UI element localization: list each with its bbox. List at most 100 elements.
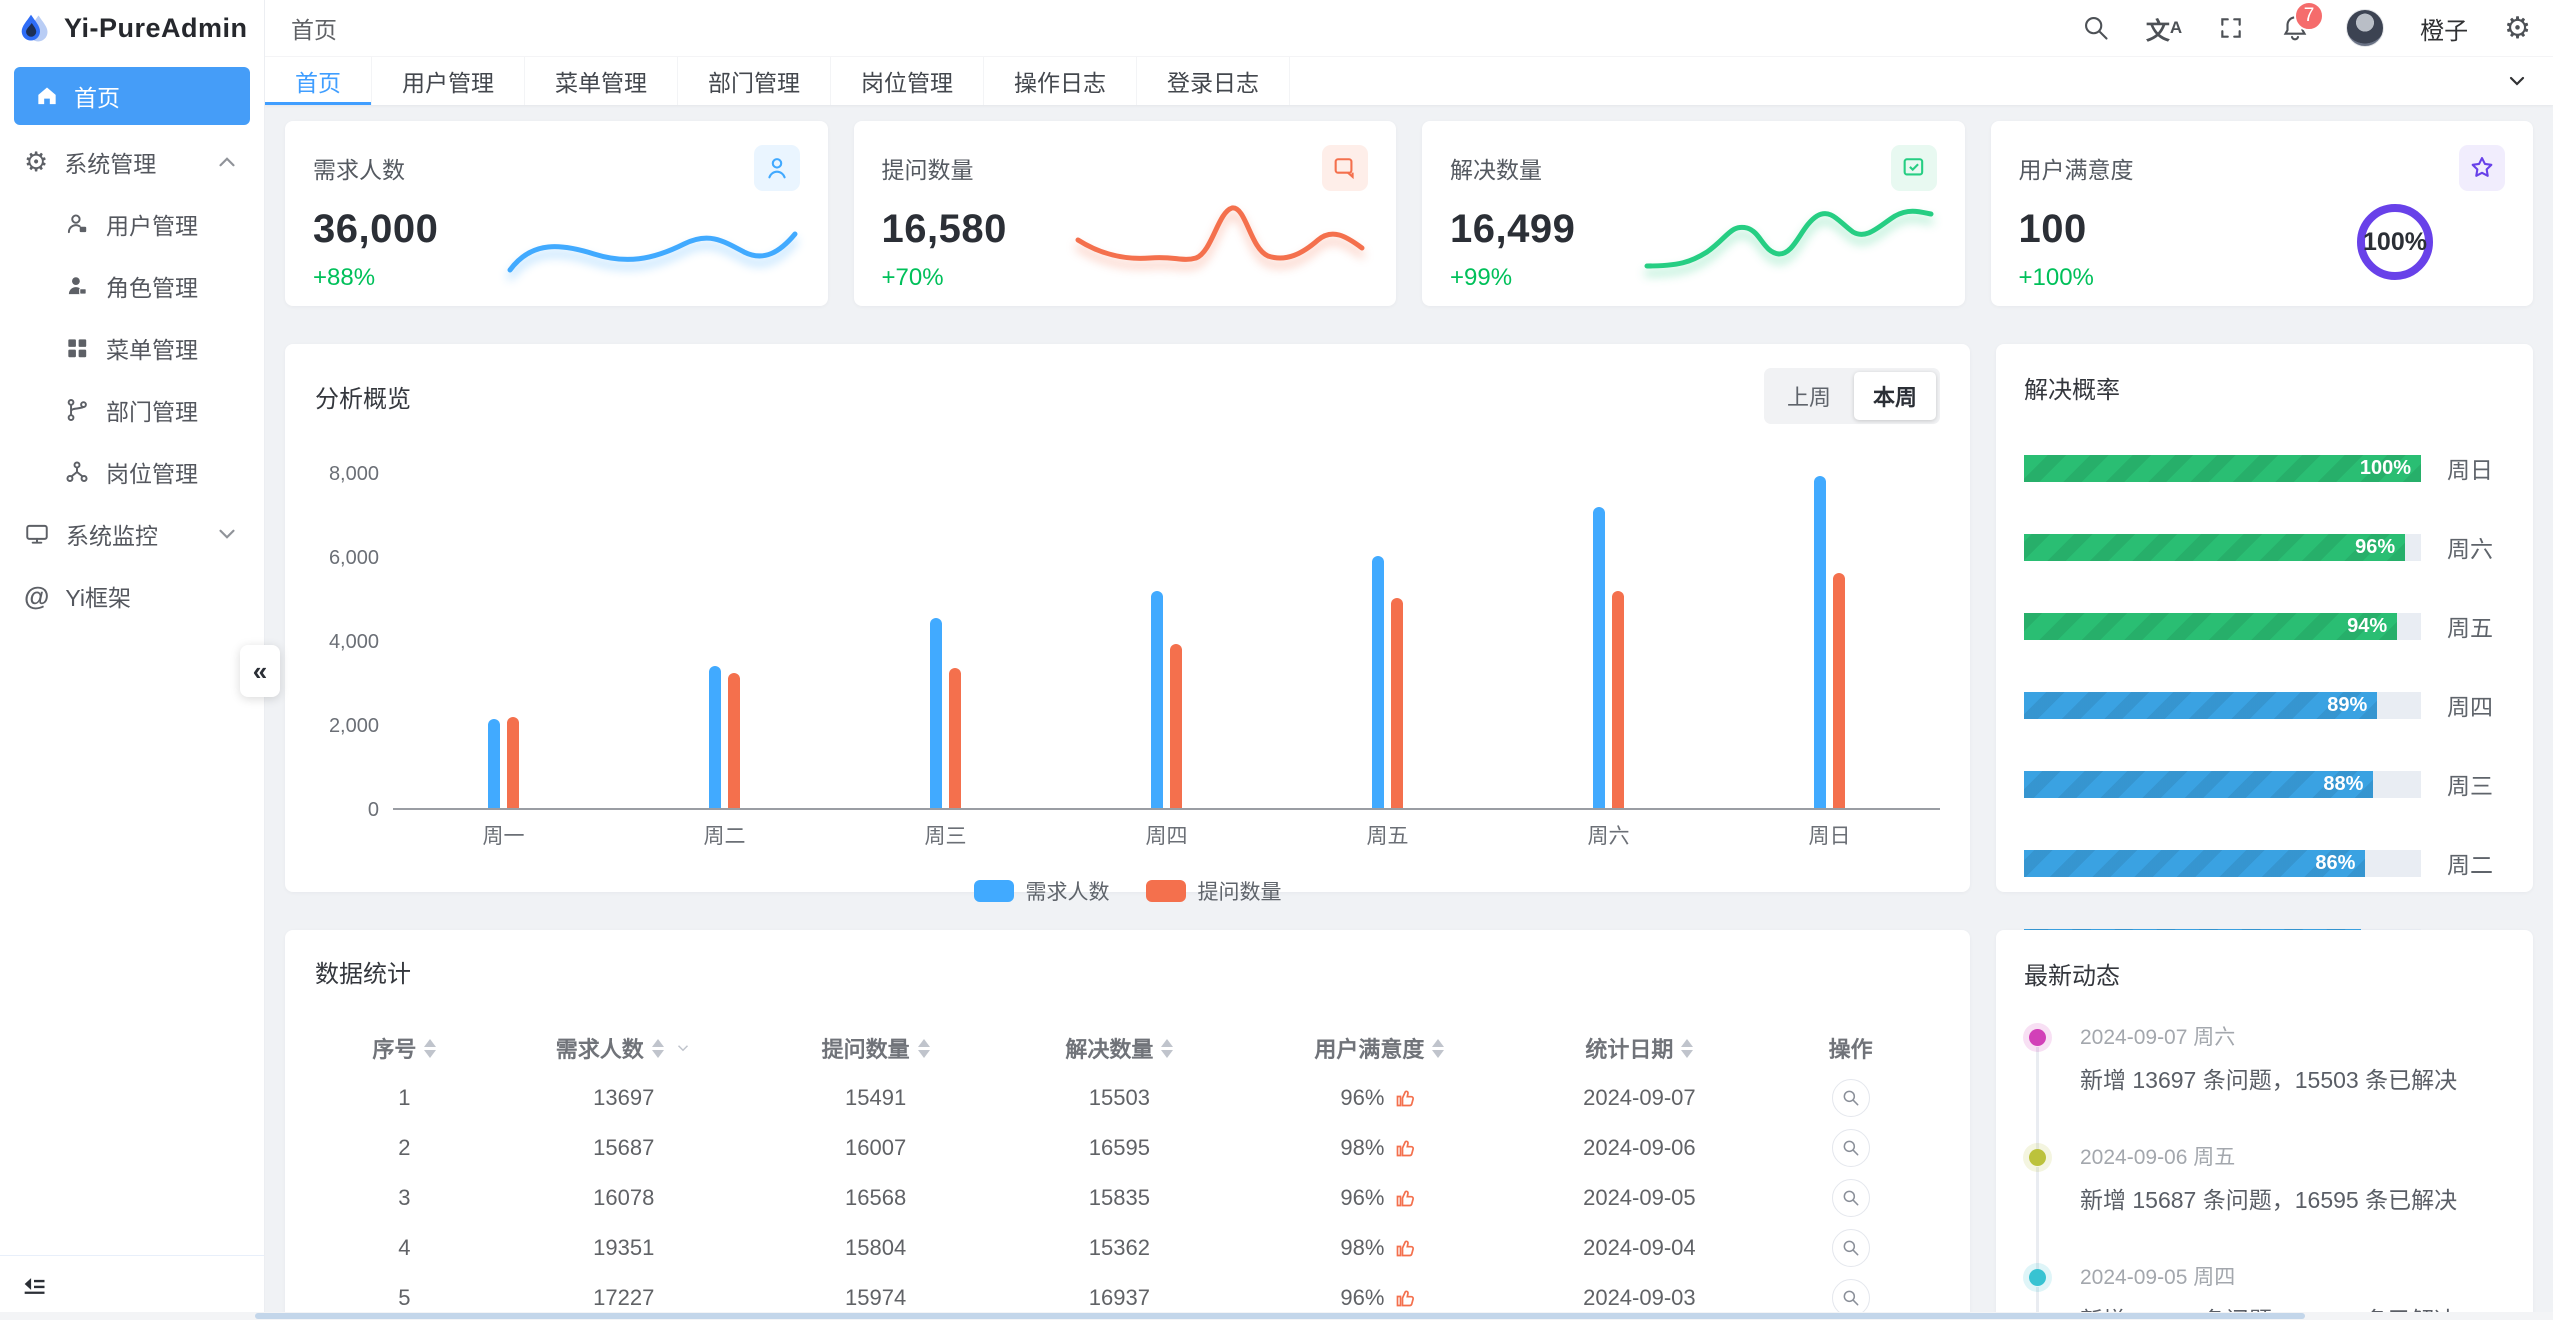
legend-item-demand[interactable]: 需求人数 — [973, 876, 1110, 906]
progress-day-label: 周三 — [2447, 773, 2493, 799]
row-view-button[interactable] — [1831, 1229, 1870, 1267]
tab-user-manage[interactable]: 用户管理 — [372, 57, 525, 105]
sidebar-item-menu-manage[interactable]: 菜单管理 — [0, 317, 264, 379]
x-axis: 周一 周二 周三 周四 周五 周六 周日 — [393, 820, 1940, 850]
column-header-date[interactable]: 统计日期 — [1518, 1032, 1762, 1064]
cell-solved: 15362 — [1088, 1235, 1150, 1260]
tab-operation-log[interactable]: 操作日志 — [984, 57, 1137, 105]
progress-percent-label: 96% — [2355, 535, 2396, 558]
analysis-overview-card: 分析概览 上周 本周 8,000 6,000 4,000 2,000 0 周一 周二 周三周… — [285, 344, 1970, 904]
sidebar-group-system-manage[interactable]: ⚙ 系统管理 — [0, 131, 264, 193]
column-header-satisfaction[interactable]: 用户满意度 — [1241, 1032, 1517, 1064]
column-header-demand[interactable]: 需求人数 — [494, 1032, 754, 1064]
stat-title: 用户满意度 — [2018, 157, 2134, 183]
sort-carets-icon[interactable] — [1681, 1038, 1694, 1058]
username[interactable]: 橙子 — [2420, 17, 2469, 45]
sidebar-item-home[interactable]: 首页 — [14, 67, 250, 125]
avatar[interactable] — [2346, 9, 2385, 47]
last-week-button[interactable]: 上周 — [1786, 385, 1831, 410]
row-view-button[interactable] — [1831, 1079, 1870, 1117]
cell-index: 2 — [398, 1135, 411, 1160]
chart-bar — [1391, 598, 1403, 808]
tab-login-log[interactable]: 登录日志 — [1137, 57, 1290, 105]
cell-solved: 16595 — [1088, 1135, 1150, 1160]
sidebar-item-role-manage[interactable]: 角色管理 — [0, 255, 264, 317]
tab-label: 登录日志 — [1167, 70, 1259, 96]
column-header-questions[interactable]: 提问数量 — [754, 1032, 998, 1064]
stat-card-satisfaction: 用户满意度 100 +100% 100% — [1990, 121, 2533, 306]
tab-menu-manage[interactable]: 菜单管理 — [525, 57, 678, 105]
magnifier-icon — [1843, 1190, 1859, 1206]
satisfaction-icon — [1394, 1236, 1418, 1260]
sort-carets-icon[interactable] — [424, 1038, 437, 1058]
sort-carets-icon[interactable] — [651, 1038, 664, 1058]
solve-progress-row: 94% 周五 — [2024, 609, 2505, 643]
translate-main-glyph: 文 — [2145, 17, 2170, 45]
chart-plot-area — [393, 454, 1940, 810]
column-header-solved[interactable]: 解决数量 — [998, 1032, 1242, 1064]
row-view-button[interactable] — [1831, 1179, 1870, 1217]
sidebar-collapse-handle[interactable]: « — [240, 645, 280, 697]
timeline: 2024-09-07 周六 新增 13697 条问题，15503 条已解决 20… — [2024, 1021, 2505, 1320]
progress-track: 88% — [2024, 770, 2421, 798]
horizontal-scrollbar[interactable] — [0, 1312, 2553, 1320]
table-row: 4 19351 15804 15362 98% — [315, 1223, 1940, 1273]
tab-dept-manage[interactable]: 部门管理 — [678, 57, 831, 105]
solve-probability-card: 解决概率 100% 周日 — [1996, 344, 2533, 957]
magnifier-icon — [1843, 1290, 1859, 1306]
progress-track: 89% — [2024, 691, 2421, 719]
tags-menu-chevron-icon[interactable] — [2481, 57, 2553, 105]
cell-demand: 19351 — [593, 1235, 655, 1260]
stat-value: 100 — [2018, 207, 2087, 251]
progress-day-label: 周日 — [2447, 457, 2493, 483]
stat-title: 需求人数 — [313, 157, 405, 183]
y-axis-tick: 2,000 — [328, 715, 379, 737]
this-week-button[interactable]: 本周 — [1853, 372, 1936, 420]
user-icon — [753, 145, 800, 191]
sort-carets-icon[interactable] — [1161, 1038, 1174, 1058]
filter-chevron-icon[interactable] — [674, 1039, 692, 1057]
sidebar: Yi-PureAdmin 首页 ⚙ 系统管理 用户管理 角色管理 — [0, 0, 265, 1320]
x-axis-label: 周六 — [1587, 825, 1630, 848]
progress-track: 86% — [2024, 849, 2421, 877]
app-logo-row[interactable]: Yi-PureAdmin — [0, 0, 264, 57]
cell-date: 2024-09-04 — [1583, 1235, 1696, 1260]
bottom-row: 数据统计 序号 需求人数 提问数量 — [285, 930, 2533, 1320]
stat-value: 16,580 — [881, 207, 1007, 251]
latest-news-card: 最新动态 2024-09-07 周六 新增 13697 条问题，15503 条已… — [1996, 930, 2533, 1320]
cell-satisfaction: 98% — [1340, 1135, 1385, 1160]
progress-fill: 96% — [2024, 533, 2406, 561]
row-view-button[interactable] — [1831, 1129, 1870, 1167]
tab-home[interactable]: 首页 — [265, 57, 372, 105]
scrollbar-thumb[interactable] — [255, 1313, 2305, 1319]
search-icon[interactable] — [2082, 14, 2110, 42]
settings-gear-icon[interactable]: ⚙ — [2504, 11, 2531, 45]
monitor-icon — [26, 524, 48, 544]
satisfaction-ring: 100% — [2357, 204, 2433, 280]
tab-post-manage[interactable]: 岗位管理 — [831, 57, 984, 105]
user-lock-icon — [67, 214, 87, 234]
notification-bell-icon[interactable]: 7 — [2280, 1, 2325, 43]
sidebar-item-dept-manage[interactable]: 部门管理 — [0, 379, 264, 441]
cell-date: 2024-09-03 — [1583, 1285, 1696, 1310]
legend-item-questions[interactable]: 提问数量 — [1145, 876, 1282, 906]
timeline-text: 新增 13697 条问题，15503 条已解决 — [2080, 1067, 2458, 1093]
panel-title: 最新动态 — [2024, 963, 2120, 990]
sidebar-item-user-manage[interactable]: 用户管理 — [0, 193, 264, 255]
sidebar-item-post-manage[interactable]: 岗位管理 — [0, 441, 264, 503]
sort-carets-icon[interactable] — [917, 1038, 930, 1058]
cell-demand: 17227 — [593, 1285, 655, 1310]
sort-carets-icon[interactable] — [1432, 1038, 1445, 1058]
table-body: 1 13697 15491 15503 96% — [315, 1073, 1940, 1320]
column-header-index[interactable]: 序号 — [315, 1032, 494, 1064]
chart-bar — [1814, 476, 1826, 808]
progress-day-label: 周四 — [2447, 694, 2493, 720]
x-axis-label: 周一 — [482, 825, 525, 848]
collapse-sidebar-icon[interactable] — [20, 1270, 48, 1298]
solve-progress-row: 89% 周四 — [2024, 688, 2505, 722]
sidebar-group-system-monitor[interactable]: 系统监控 — [0, 503, 264, 565]
fullscreen-icon[interactable] — [2218, 15, 2244, 41]
chart-bar — [728, 673, 740, 808]
sidebar-item-yi-frame[interactable]: @ Yi框架 — [0, 565, 264, 627]
